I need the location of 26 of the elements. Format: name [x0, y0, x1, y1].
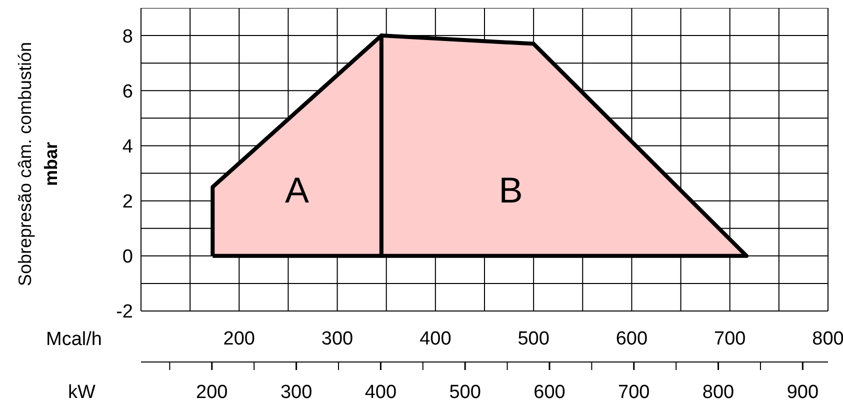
y-tick-label: -2	[116, 302, 133, 323]
y-tick-label: 8	[122, 26, 133, 48]
x2-tick-label: 600	[534, 382, 566, 403]
annotation: A	[285, 170, 310, 211]
x2-tick-label: 400	[364, 382, 397, 403]
x-axis-title: Mcal/h	[46, 329, 102, 350]
x-tick-label: 500	[518, 328, 550, 350]
x-tick-label: 800	[812, 328, 843, 350]
x-tick-label: 300	[321, 328, 354, 350]
x2-tick-label: 700	[618, 382, 650, 403]
x2-tick-label: 200	[196, 382, 228, 403]
y-axis-title: Sobrepresão câm. combustión mbar	[14, 41, 62, 286]
x-tick-label: 600	[616, 328, 648, 350]
y-tick-label: 6	[122, 81, 133, 102]
x2-tick-label: 900	[786, 382, 819, 403]
x2-tick-label: 500	[449, 382, 481, 403]
y-tick-label: 2	[122, 192, 133, 213]
x2-tick-label: 800	[702, 382, 734, 403]
x-tick-label: 200	[223, 328, 255, 350]
x-tick-label: 700	[714, 328, 746, 350]
x-tick-label: 400	[420, 328, 452, 350]
x2-axis-title: kW	[68, 382, 96, 403]
annotation: B	[498, 170, 523, 211]
x2-tick-label: 300	[280, 382, 312, 403]
y-tick-label: 0	[122, 246, 133, 268]
y-tick-label: 4	[122, 136, 134, 158]
